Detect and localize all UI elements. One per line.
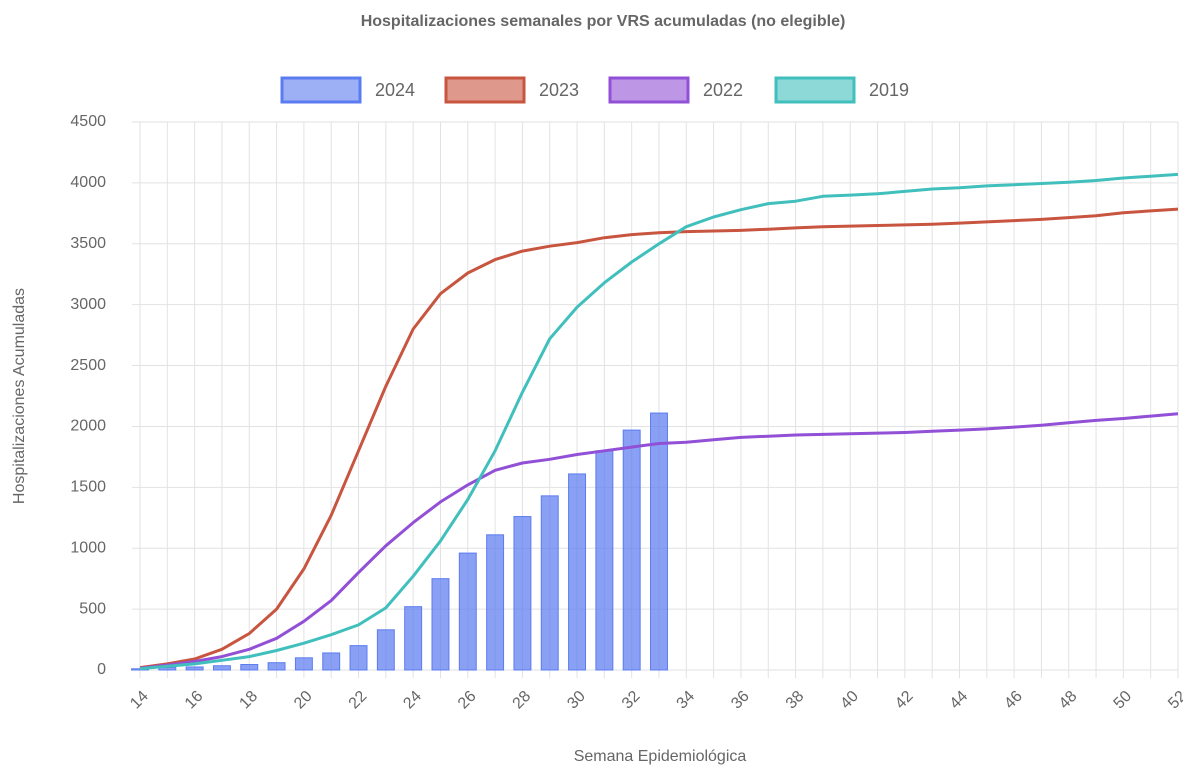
y-axis-title: Hospitalizaciones Acumuladas (11, 288, 28, 504)
legend-label: 2023 (539, 80, 579, 100)
bar (431, 578, 450, 671)
bar (376, 629, 395, 671)
line-series (139, 172, 1179, 671)
x-tick-label: 16 (182, 688, 207, 713)
bar (267, 662, 286, 671)
bar (240, 664, 259, 671)
y-tick-label: 3000 (70, 296, 106, 313)
x-tick-label: 24 (400, 688, 425, 713)
x-tick-label: 30 (564, 688, 589, 713)
y-tick-label: 0 (97, 661, 106, 678)
y-tick-label: 2000 (70, 418, 106, 435)
x-tick-label: 34 (674, 688, 699, 713)
x-tick-label: 20 (291, 688, 316, 713)
bar (595, 450, 614, 671)
legend-label: 2024 (375, 80, 415, 100)
x-tick-label: 42 (892, 688, 917, 713)
legend-swatch (280, 76, 362, 104)
line-series (139, 207, 1179, 670)
x-tick-label: 52 (1165, 688, 1183, 713)
y-tick-label: 2500 (70, 357, 106, 374)
x-tick-label: 40 (837, 688, 862, 713)
legend-swatch (444, 76, 526, 104)
bar (322, 652, 341, 671)
x-tick-label: 18 (236, 688, 261, 713)
x-tick-label: 32 (619, 688, 644, 713)
legend-label: 2019 (869, 80, 909, 100)
bar (458, 552, 477, 671)
y-tick-label: 3500 (70, 235, 106, 252)
chart-title: Hospitalizaciones semanales por VRS acum… (361, 13, 846, 30)
x-tick-label: 48 (1056, 688, 1081, 713)
bar (349, 645, 368, 671)
x-tick-label: 28 (510, 688, 535, 713)
bar (513, 516, 532, 671)
bar (650, 412, 668, 671)
y-tick-label: 1000 (70, 539, 106, 556)
bar (622, 429, 641, 671)
legend-swatch (774, 76, 856, 104)
x-tick-label: 46 (1001, 688, 1026, 713)
x-tick-label: 14 (127, 688, 152, 713)
x-tick-label: 26 (455, 688, 480, 713)
y-tick-label: 4000 (70, 174, 106, 191)
x-tick-label: 38 (783, 688, 808, 713)
x-tick-label: 50 (1111, 688, 1136, 713)
x-tick-label: 36 (728, 688, 753, 713)
legend-swatch (608, 76, 690, 104)
x-axis-title: Semana Epidemiológica (574, 748, 747, 765)
x-tick-label: 22 (346, 688, 371, 713)
bar (212, 665, 231, 671)
bar (294, 657, 313, 671)
y-tick-label: 4500 (70, 113, 106, 130)
bar (185, 666, 204, 671)
y-tick-label: 1500 (70, 479, 106, 496)
line-series (139, 412, 1179, 670)
bar (540, 495, 559, 671)
bar (404, 606, 423, 671)
y-tick-label: 500 (79, 600, 106, 617)
x-tick-label: 44 (947, 688, 972, 713)
bar (486, 534, 505, 671)
legend-label: 2022 (703, 80, 743, 100)
bar (568, 473, 587, 671)
